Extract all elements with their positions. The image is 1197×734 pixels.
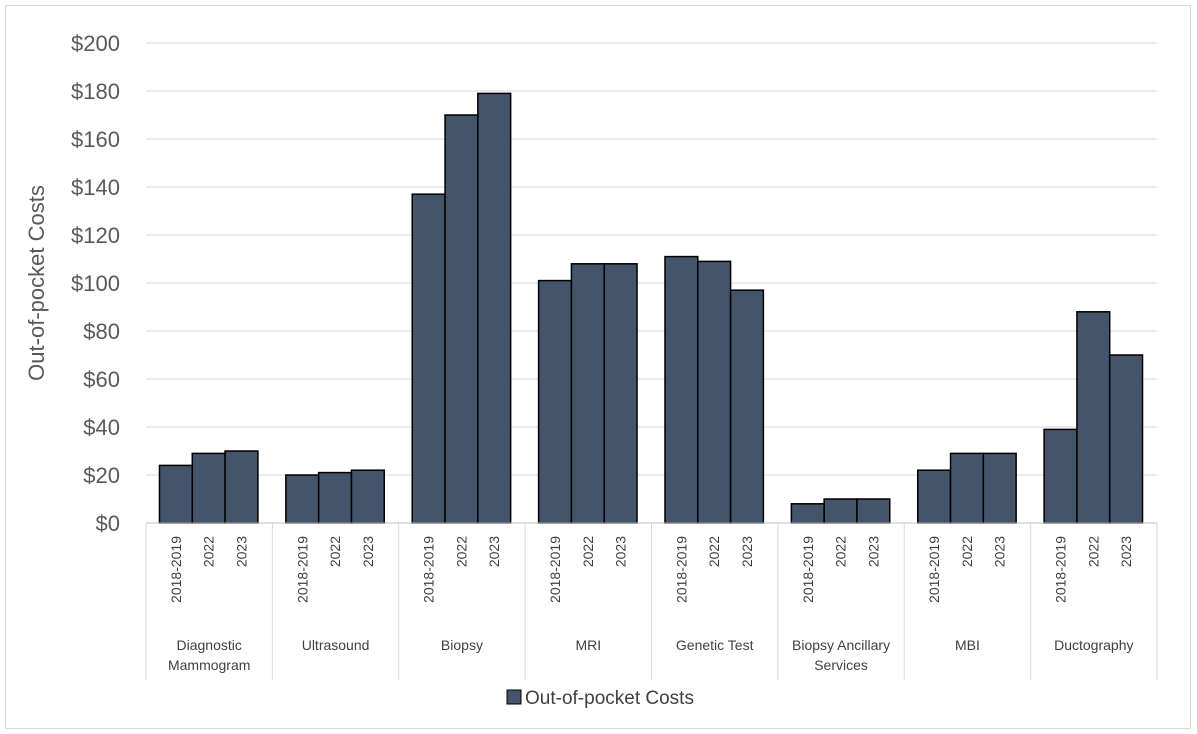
bar: [224, 450, 259, 524]
bar: [729, 289, 765, 524]
x-period-label: 2018-2019: [673, 536, 689, 603]
bar: [1076, 311, 1111, 524]
x-period-label: 2018-2019: [294, 536, 310, 603]
x-period-label: 2022: [833, 536, 849, 567]
x-period-label: 2018-2019: [547, 536, 563, 603]
x-category-label: MRI: [575, 637, 601, 653]
x-period-label: 2022: [706, 536, 722, 567]
x-category-label: Biopsy: [441, 637, 483, 653]
x-axis-period-labels: 2018-2019 2022 2023 2018-2019 2022 2023 2018-2…: [168, 536, 1134, 603]
x-period-label: 2018-2019: [926, 536, 942, 603]
bar: [790, 503, 825, 524]
y-tick-label: $40: [83, 415, 120, 440]
bar: [916, 469, 952, 524]
bars: [158, 92, 1144, 524]
gridlines: [146, 42, 1157, 476]
x-period-label: 2023: [992, 536, 1008, 567]
bar: [1043, 428, 1078, 524]
x-axis-category-labels: Diagnostic Mammogram Ultrasound Biopsy MRI Ge…: [168, 637, 1134, 673]
x-period-label: 2018-2019: [800, 536, 816, 603]
y-axis-tick-labels: $0 $20 $40 $60 $80 $100 $120 $140 $160 $180 $200: [71, 31, 120, 536]
x-period-label: 2022: [580, 536, 596, 567]
x-category-label: MBI: [955, 637, 980, 653]
bar: [411, 193, 446, 524]
chart-frame: [5, 5, 1191, 729]
x-category-label: Genetic Test: [676, 637, 754, 653]
bar: [570, 263, 605, 524]
x-period-label: 2023: [486, 536, 502, 567]
bar: [191, 452, 226, 524]
bar: [317, 471, 353, 524]
y-tick-label: $20: [83, 463, 120, 488]
x-period-label: 2023: [233, 536, 249, 567]
x-period-label: 2022: [453, 536, 469, 567]
y-tick-label: $160: [71, 127, 120, 152]
x-period-label: 2023: [865, 536, 881, 567]
x-category-label: Ultrasound: [302, 637, 370, 653]
bar: [537, 279, 573, 524]
x-category-label: Biopsy Ancillary: [792, 637, 890, 653]
bar: [285, 474, 320, 524]
bar: [1108, 354, 1144, 524]
x-category-label: Diagnostic: [177, 637, 242, 653]
bar: [158, 464, 194, 524]
bar: [664, 255, 699, 524]
bar: [444, 114, 479, 524]
y-tick-label: $180: [71, 79, 120, 104]
bar: [949, 452, 985, 524]
bar: [982, 452, 1017, 524]
x-category-label: Services: [814, 657, 868, 673]
x-period-label: 2018-2019: [1053, 536, 1069, 603]
x-category-label: Mammogram: [168, 657, 250, 673]
bar: [823, 498, 858, 524]
x-period-label: 2023: [360, 536, 376, 567]
bar: [856, 498, 891, 524]
x-period-label: 2022: [1085, 536, 1101, 567]
y-tick-label: $140: [71, 175, 120, 200]
x-period-label: 2023: [1118, 536, 1134, 567]
y-tick-label: $100: [71, 271, 120, 296]
x-period-label: 2018-2019: [168, 536, 184, 603]
x-period-label: 2022: [201, 536, 217, 567]
bar: [350, 469, 386, 524]
x-period-label: 2022: [959, 536, 975, 567]
x-period-label: 2018-2019: [421, 536, 437, 603]
legend-swatch: [506, 689, 522, 705]
legend: Out-of-pocket Costs: [506, 688, 694, 709]
bar: [603, 263, 638, 524]
bar: [697, 260, 732, 524]
y-tick-label: $80: [83, 319, 120, 344]
x-period-label: 2022: [327, 536, 343, 567]
y-tick-label: $200: [71, 31, 120, 56]
x-period-label: 2023: [739, 536, 755, 567]
y-tick-label: $60: [83, 367, 120, 392]
x-category-label: Ductography: [1054, 637, 1133, 653]
legend-label: Out-of-pocket Costs: [525, 688, 694, 709]
y-tick-label: $0: [96, 511, 120, 536]
bar: [477, 92, 512, 524]
y-tick-label: $120: [71, 223, 120, 248]
category-axis: [145, 522, 1158, 680]
y-axis-title: Out-of-pocket Costs: [24, 185, 49, 381]
x-period-label: 2023: [613, 536, 629, 567]
